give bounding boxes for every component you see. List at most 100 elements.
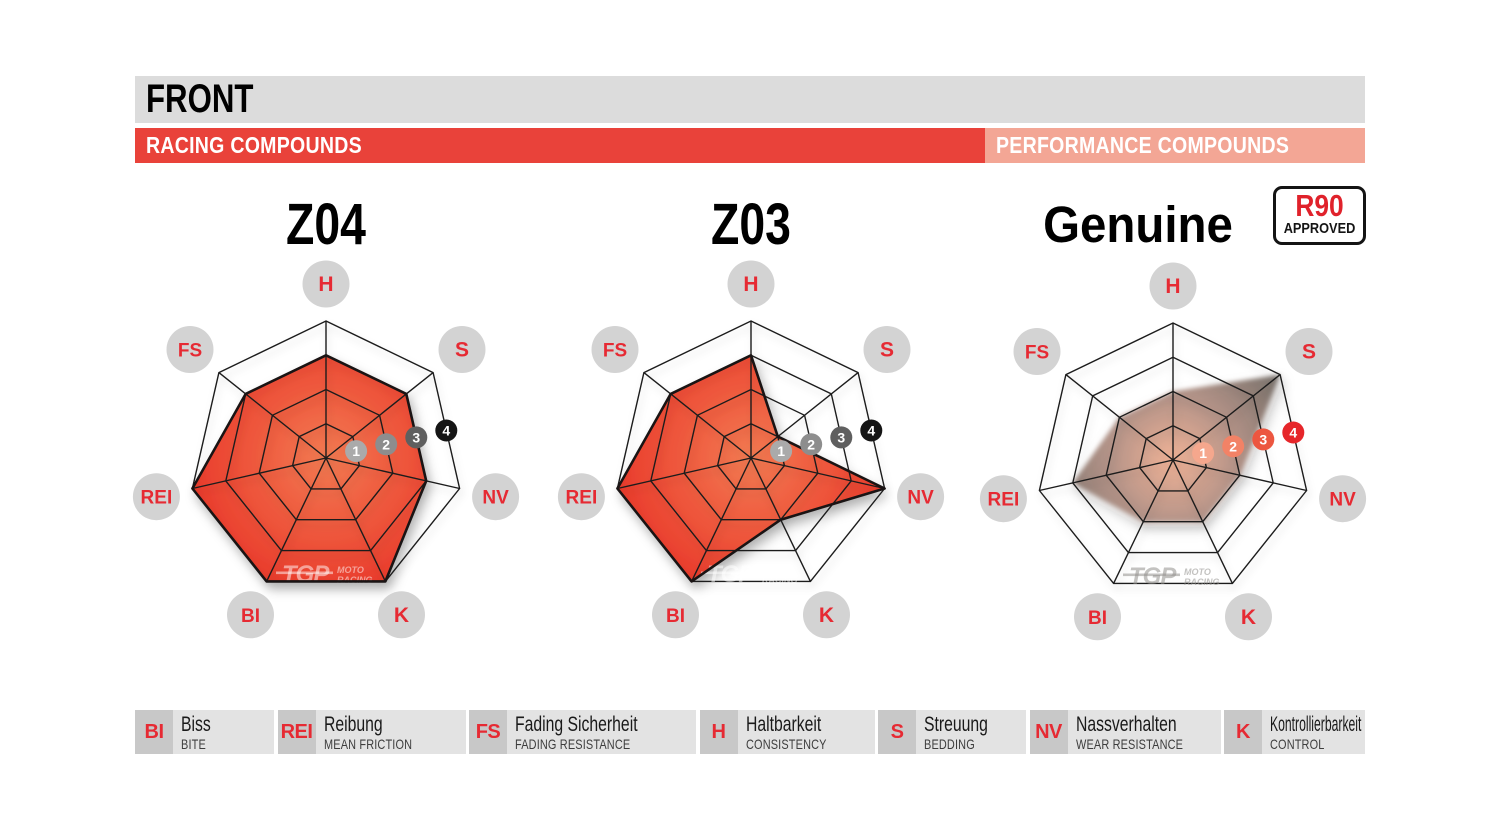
svg-text:MOTO: MOTO <box>337 565 364 575</box>
radar-value-outline <box>616 354 886 583</box>
legend-name-en: CONSISTENCY <box>745 736 827 752</box>
svg-text:3: 3 <box>1259 431 1267 447</box>
radar-web <box>191 320 461 583</box>
chart-title-z03: Z03 <box>711 192 791 257</box>
svg-text:3: 3 <box>837 429 845 445</box>
performance-compounds-label: PERFORMANCE COMPOUNDS <box>996 132 1290 158</box>
legend-name-de: Streuung <box>924 713 988 736</box>
svg-text:TGP: TGP <box>282 561 330 588</box>
svg-text:BI: BI <box>1088 608 1107 629</box>
front-title-bar: FRONT <box>135 76 1365 123</box>
svg-text:RACING: RACING <box>337 575 373 585</box>
scale-markers: 1 2 3 4 <box>1192 421 1305 465</box>
svg-text:REI: REI <box>988 490 1020 511</box>
svg-text:3: 3 <box>412 429 420 445</box>
legend-name-de: Fading Sicherheit <box>515 713 638 736</box>
radar-value-area <box>192 355 427 582</box>
svg-text:NV: NV <box>907 488 934 509</box>
legend-name-de: Biss <box>181 713 211 736</box>
chart-title-genuine: Genuine <box>1043 196 1233 253</box>
legend-item-k: K Kontrollierbarkeit CONTROL <box>1224 710 1365 754</box>
svg-text:4: 4 <box>867 423 875 439</box>
svg-text:FS: FS <box>178 341 202 362</box>
legend-abbr-k: K <box>1224 710 1262 754</box>
legend-abbr-fs: FS <box>469 710 507 754</box>
performance-compounds-band: PERFORMANCE COMPOUNDS <box>985 128 1365 163</box>
svg-text:H: H <box>318 273 333 296</box>
racing-compounds-band: RACING COMPOUNDS <box>135 128 985 163</box>
svg-text:1: 1 <box>352 443 360 459</box>
svg-text:BI: BI <box>241 606 260 627</box>
axis-labels: H S NV K BI REI FS <box>557 260 945 639</box>
axis-labels: H S NV K BI REI FS <box>132 260 520 639</box>
svg-text:S: S <box>880 339 894 362</box>
svg-text:RACING: RACING <box>762 575 798 585</box>
svg-text:1: 1 <box>777 443 785 459</box>
svg-text:K: K <box>819 604 834 627</box>
radar-web <box>1038 322 1308 585</box>
radar-value-area <box>617 355 885 582</box>
legend-abbr-h: H <box>699 710 738 754</box>
legend-item-bi: BI Biss BITE <box>135 710 274 754</box>
legend-item-s: S Streuung BEDDING <box>878 710 1026 754</box>
legend-abbr-s: S <box>878 710 916 754</box>
svg-text:K: K <box>394 604 409 627</box>
legend-name-en: WEAR RESISTANCE <box>1075 736 1183 752</box>
svg-text:4: 4 <box>1289 425 1297 441</box>
svg-text:FS: FS <box>603 341 627 362</box>
legend-name-en: CONTROL <box>1270 736 1325 752</box>
scale-markers: 1 2 3 4 <box>770 419 883 463</box>
svg-text:S: S <box>455 339 469 362</box>
chart-title-z04: Z04 <box>286 192 366 257</box>
svg-text:NV: NV <box>482 488 509 509</box>
legend-name-en: BEDDING <box>924 736 975 752</box>
legend-abbr-bi: BI <box>135 710 173 754</box>
axis-legend: BI Biss BITE REI Reibung MEAN FRICTION F… <box>135 710 1365 754</box>
svg-text:2: 2 <box>1229 438 1237 454</box>
legend-item-h: H Haltbarkeit CONSISTENCY <box>699 710 875 754</box>
radar-web <box>616 320 886 583</box>
svg-text:RACING: RACING <box>1184 577 1220 587</box>
legend-abbr-rei: REI <box>277 710 316 754</box>
legend-abbr-nv: NV <box>1029 710 1068 754</box>
racing-compounds-label: RACING COMPOUNDS <box>146 132 362 158</box>
radar-value-area <box>1072 374 1281 522</box>
svg-text:2: 2 <box>382 436 390 452</box>
svg-text:MOTO: MOTO <box>1184 567 1211 577</box>
axis-labels: H S NV K BI REI FS <box>979 262 1367 641</box>
legend-item-fs: FS Fading Sicherheit FADING RESISTANCE <box>469 710 696 754</box>
scale-markers: 1 2 3 4 <box>345 419 458 463</box>
svg-text:TGP: TGP <box>1129 563 1177 590</box>
legend-name-en: MEAN FRICTION <box>323 736 412 752</box>
svg-text:4: 4 <box>442 423 450 439</box>
legend-name-en: FADING RESISTANCE <box>515 736 631 752</box>
svg-text:K: K <box>1241 606 1256 629</box>
svg-text:REI: REI <box>141 488 173 509</box>
legend-name-de: Reibung <box>323 713 383 736</box>
legend-name-de: Haltbarkeit <box>745 713 821 736</box>
approved-label: APPROVED <box>1283 220 1356 237</box>
legend-item-rei: REI Reibung MEAN FRICTION <box>277 710 466 754</box>
legend-item-nv: NV Nassverhalten WEAR RESISTANCE <box>1029 710 1221 754</box>
svg-text:FS: FS <box>1025 343 1049 364</box>
legend-name-en: BITE <box>181 736 206 752</box>
legend-name-de: Nassverhalten <box>1075 713 1177 736</box>
svg-text:REI: REI <box>566 488 598 509</box>
svg-text:BI: BI <box>666 606 685 627</box>
legend-name-de: Kontrollierbarkeit <box>1270 713 1362 736</box>
svg-text:NV: NV <box>1329 490 1356 511</box>
svg-text:1: 1 <box>1199 445 1207 461</box>
svg-text:2: 2 <box>807 436 815 452</box>
svg-text:H: H <box>1165 275 1180 298</box>
svg-text:S: S <box>1302 341 1316 364</box>
radar-value-outline <box>191 354 428 583</box>
page-title: FRONT <box>146 77 254 121</box>
svg-text:H: H <box>743 273 758 296</box>
svg-text:MOTO: MOTO <box>762 565 789 575</box>
